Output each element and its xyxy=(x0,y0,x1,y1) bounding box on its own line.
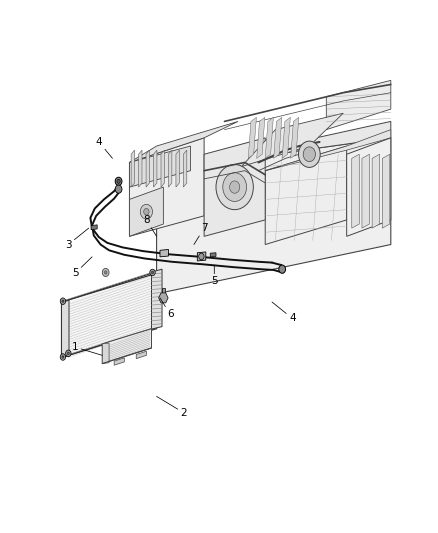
Polygon shape xyxy=(169,150,172,187)
Polygon shape xyxy=(382,154,390,228)
Text: 8: 8 xyxy=(143,215,156,236)
Circle shape xyxy=(144,208,149,215)
Circle shape xyxy=(62,356,64,358)
Polygon shape xyxy=(138,150,142,187)
Polygon shape xyxy=(265,146,346,245)
Polygon shape xyxy=(152,269,162,329)
Polygon shape xyxy=(130,146,191,187)
Polygon shape xyxy=(61,273,156,358)
Polygon shape xyxy=(131,150,134,187)
Polygon shape xyxy=(210,253,216,257)
Polygon shape xyxy=(61,301,69,358)
Polygon shape xyxy=(265,130,391,171)
Polygon shape xyxy=(346,138,391,236)
Polygon shape xyxy=(162,288,165,296)
Polygon shape xyxy=(161,150,164,187)
Polygon shape xyxy=(130,187,163,236)
Text: 3: 3 xyxy=(65,228,88,249)
Polygon shape xyxy=(282,117,290,158)
Polygon shape xyxy=(130,122,238,163)
Circle shape xyxy=(62,300,64,302)
Polygon shape xyxy=(146,150,149,187)
Circle shape xyxy=(199,253,204,260)
Polygon shape xyxy=(136,351,146,359)
Circle shape xyxy=(223,173,247,201)
Text: 2: 2 xyxy=(156,397,187,418)
Circle shape xyxy=(60,354,66,360)
Text: 1: 1 xyxy=(72,342,102,356)
Polygon shape xyxy=(372,154,380,228)
Circle shape xyxy=(303,147,315,161)
Polygon shape xyxy=(184,150,187,187)
Polygon shape xyxy=(204,138,265,236)
Polygon shape xyxy=(362,154,369,228)
Circle shape xyxy=(117,179,120,183)
Polygon shape xyxy=(274,117,282,158)
Circle shape xyxy=(115,185,122,193)
Polygon shape xyxy=(91,225,97,230)
Polygon shape xyxy=(130,138,204,236)
Polygon shape xyxy=(102,329,152,364)
Polygon shape xyxy=(154,150,157,187)
Circle shape xyxy=(140,204,152,219)
Circle shape xyxy=(60,298,66,304)
Text: 5: 5 xyxy=(72,257,92,278)
Polygon shape xyxy=(352,154,359,228)
Polygon shape xyxy=(102,343,109,364)
Polygon shape xyxy=(326,80,391,130)
Circle shape xyxy=(298,141,320,167)
Circle shape xyxy=(102,268,109,277)
Polygon shape xyxy=(257,117,265,158)
Circle shape xyxy=(115,177,122,185)
Polygon shape xyxy=(114,358,124,365)
Text: 4: 4 xyxy=(272,302,296,324)
Text: 6: 6 xyxy=(160,298,173,319)
Circle shape xyxy=(216,165,253,209)
Text: 5: 5 xyxy=(211,265,218,286)
Polygon shape xyxy=(160,249,169,257)
Text: 7: 7 xyxy=(194,223,208,245)
Polygon shape xyxy=(248,117,256,158)
Polygon shape xyxy=(241,113,343,166)
Polygon shape xyxy=(156,138,391,294)
Polygon shape xyxy=(197,252,206,261)
Circle shape xyxy=(279,265,286,273)
Circle shape xyxy=(104,271,107,274)
Circle shape xyxy=(67,352,69,354)
Circle shape xyxy=(66,350,71,357)
Polygon shape xyxy=(176,150,179,187)
Circle shape xyxy=(152,271,154,273)
Text: 4: 4 xyxy=(95,137,113,158)
Circle shape xyxy=(230,181,240,193)
Polygon shape xyxy=(156,122,391,171)
Circle shape xyxy=(150,269,155,276)
Polygon shape xyxy=(291,117,299,158)
Polygon shape xyxy=(265,117,273,158)
